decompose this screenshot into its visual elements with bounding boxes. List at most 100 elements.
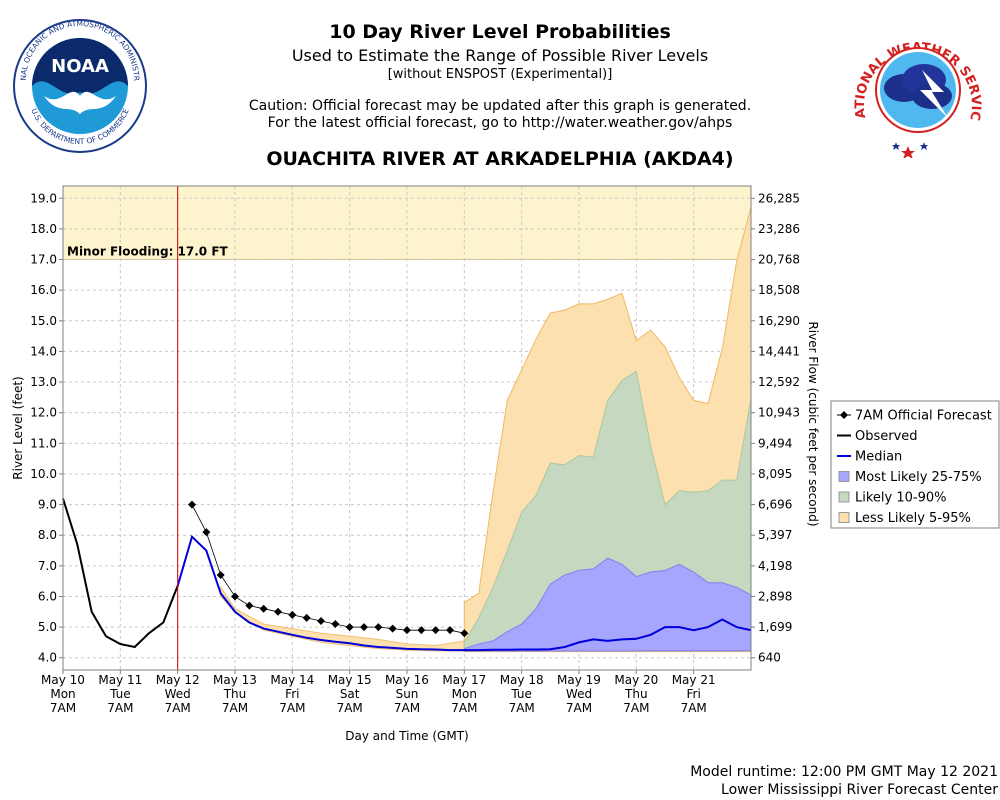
- legend-forecast-marker: [840, 411, 848, 419]
- forecast-point: [231, 592, 239, 601]
- x-tick-label: Tue: [510, 687, 532, 701]
- y2-tick-label: 4,198: [758, 559, 792, 573]
- nws-logo[interactable]: NATIONAL WEATHER SERVICE: [852, 10, 984, 158]
- x-tick-label: 7AM: [50, 701, 76, 715]
- x-tick-label: May 13: [213, 673, 257, 687]
- legend-band_10_90-swatch: [838, 491, 850, 503]
- x-tick-label: 7AM: [107, 701, 133, 715]
- y2-tick-label: 1,699: [758, 620, 792, 634]
- y-tick-label: 13.0: [30, 375, 57, 389]
- y-tick-label: 18.0: [30, 222, 57, 236]
- x-tick-label: May 14: [270, 673, 314, 687]
- y2-tick-label: 16,290: [758, 314, 800, 328]
- y-tick-label: 14.0: [30, 344, 57, 358]
- y-tick-label: 19.0: [30, 191, 57, 205]
- x-tick-label: Mon: [50, 687, 75, 701]
- x-tick-label: May 20: [614, 673, 658, 687]
- y-tick-label: 9.0: [38, 498, 57, 512]
- observed-line: [62, 498, 179, 649]
- x-tick-label: Thu: [624, 687, 648, 701]
- x-tick-label: 7AM: [279, 701, 305, 715]
- x-tick-label: May 10: [41, 673, 85, 687]
- forecast-point: [188, 500, 196, 509]
- y2-tick-label: 18,508: [758, 283, 800, 297]
- caution-line-2: For the latest official forecast, go to …: [267, 115, 733, 131]
- flood-label: Minor Flooding: 17.0 FT: [67, 245, 229, 259]
- y2-tick-label: 26,285: [758, 191, 800, 205]
- x-tick-label: Wed: [165, 687, 191, 701]
- noaa-logo[interactable]: NATIONAL OCEANIC AND ATMOSPHERIC ADMINIS…: [12, 10, 148, 162]
- forecast-point: [331, 620, 340, 629]
- y2-axis-label: River Flow (cubic feet per second): [806, 321, 820, 526]
- y-tick-label: 4.0: [38, 651, 57, 665]
- y-tick-label: 7.0: [38, 559, 57, 573]
- x-tick-label: May 19: [557, 673, 601, 687]
- y2-tick-label: 23,286: [758, 222, 800, 236]
- y-tick-label: 15.0: [30, 314, 57, 328]
- y2-tick-label: 5,397: [758, 528, 792, 542]
- forecast-point: [345, 623, 354, 632]
- x-tick-label: Sun: [396, 687, 419, 701]
- y2-tick-label: 10,943: [758, 406, 800, 420]
- forecast-point: [274, 607, 282, 616]
- x-tick-label: 7AM: [394, 701, 420, 715]
- x-tick-label: 7AM: [222, 701, 248, 715]
- legend-band_25_75-swatch: [838, 471, 850, 482]
- x-tick-label: May 18: [500, 673, 544, 687]
- forecast-point: [403, 626, 411, 635]
- legend-label: Most Likely 25-75%: [855, 470, 982, 485]
- y2-tick-label: 6,696: [758, 498, 792, 512]
- x-tick-label: 7AM: [337, 701, 363, 715]
- y2-tick-label: 2,898: [758, 589, 792, 603]
- x-tick-label: Tue: [109, 687, 131, 701]
- legend-band_5_95-swatch: [838, 512, 850, 523]
- y-tick-label: 8.0: [38, 528, 57, 542]
- y-tick-label: 16.0: [30, 283, 57, 297]
- x-tick-label: May 21: [672, 673, 716, 687]
- x-tick-label: Fri: [285, 687, 299, 701]
- x-tick-label: May 16: [385, 673, 429, 687]
- chart-subtitle: Used to Estimate the Range of Possible R…: [291, 46, 709, 65]
- forecast-point: [245, 601, 254, 610]
- y2-tick-label: 20,768: [758, 253, 800, 267]
- x-tick-label: Mon: [452, 687, 477, 701]
- y2-tick-label: 14,441: [758, 344, 800, 358]
- y2-tick-label: 9,494: [758, 436, 792, 450]
- y2-tick-label: 640: [758, 651, 781, 665]
- forecast-point: [388, 624, 397, 633]
- forecast-point: [431, 626, 440, 635]
- y-tick-label: 12.0: [30, 406, 57, 420]
- forecast-center: Lower Mississippi River Forecast Center: [721, 782, 998, 798]
- y-tick-label: 11.0: [30, 436, 57, 450]
- y2-tick-label: 8,095: [758, 467, 792, 481]
- forecast-point: [302, 613, 311, 622]
- x-tick-label: 7AM: [509, 701, 535, 715]
- forecast-point: [317, 616, 325, 625]
- y-tick-label: 10.0: [30, 467, 57, 481]
- chart-title: 10 Day River Level Probabilities: [329, 21, 671, 43]
- legend-label: 7AM Official Forecast: [855, 409, 992, 424]
- x-axis-label: Day and Time (GMT): [345, 729, 468, 743]
- x-tick-label: May 12: [156, 673, 200, 687]
- chart-subtitle-note: [without ENSPOST (Experimental)]: [387, 67, 613, 82]
- legend-label: Less Likely 5-95%: [855, 511, 971, 526]
- x-tick-label: 7AM: [681, 701, 707, 715]
- x-tick-label: 7AM: [566, 701, 592, 715]
- y-tick-label: 5.0: [38, 620, 57, 634]
- legend-label: Observed: [855, 429, 918, 444]
- y2-tick-label: 12,592: [758, 375, 800, 389]
- forecast-point: [202, 528, 211, 537]
- forecast-point: [417, 626, 426, 635]
- x-tick-label: 7AM: [451, 701, 477, 715]
- x-tick-label: Thu: [223, 687, 247, 701]
- y-tick-label: 6.0: [38, 589, 57, 603]
- forecast-point: [460, 629, 469, 638]
- forecast-point: [446, 626, 454, 635]
- x-tick-label: May 15: [328, 673, 372, 687]
- forecast-point: [374, 623, 383, 632]
- caution-line-1: Caution: Official forecast may be update…: [248, 98, 752, 114]
- forecast-point: [360, 623, 368, 632]
- forecast-point: [259, 604, 268, 613]
- forecast-point: [216, 571, 225, 580]
